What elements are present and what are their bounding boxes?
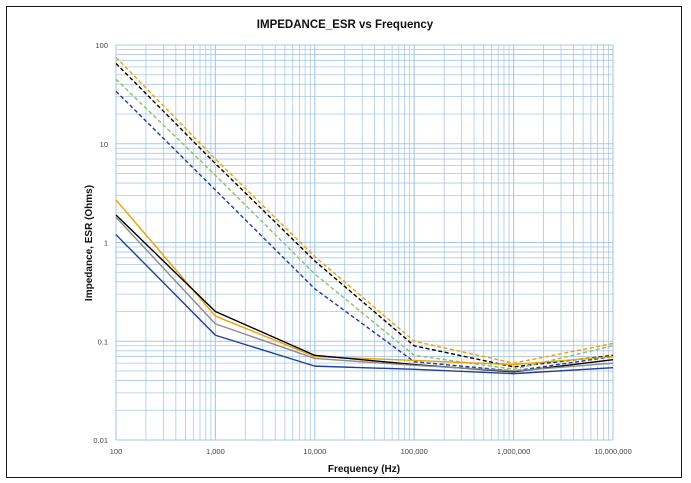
x-tick-label: 10,000: [303, 447, 326, 456]
x-axis-title: Frequency (Hz): [328, 464, 400, 475]
x-tick-label: 10,000,000: [594, 447, 632, 456]
series-line-1: [115, 56, 614, 364]
y-tick-label: 0.1: [98, 337, 108, 346]
grid-layer: [115, 44, 614, 441]
y-tick-label: 10: [100, 140, 108, 149]
x-tick-label: 100: [110, 447, 123, 456]
y-axis-title: Impedance, ESR (Ohms): [84, 185, 95, 301]
series-layer: [115, 56, 614, 375]
x-tick-label: 100,000: [401, 447, 428, 456]
x-tick-label: 1,000: [206, 447, 225, 456]
series-line-4: [115, 90, 614, 372]
y-tick-label: 100: [95, 41, 108, 50]
series-line-8: [115, 234, 614, 375]
x-tick-label: 1,000,000: [497, 447, 530, 456]
y-tick-label: 0.01: [93, 436, 108, 445]
series-line-3: [115, 78, 614, 370]
series-line-7: [115, 216, 614, 372]
series-line-5: [115, 199, 614, 366]
series-line-6: [115, 214, 614, 373]
series-line-2: [115, 62, 614, 368]
tick-labels: 100 1,000 10,000 100,000 1,000,000 10,000,000…: [93, 41, 631, 456]
chart-title: IMPEDANCE_ESR vs Frequency: [257, 19, 434, 31]
y-tick-label: 1: [104, 239, 108, 248]
